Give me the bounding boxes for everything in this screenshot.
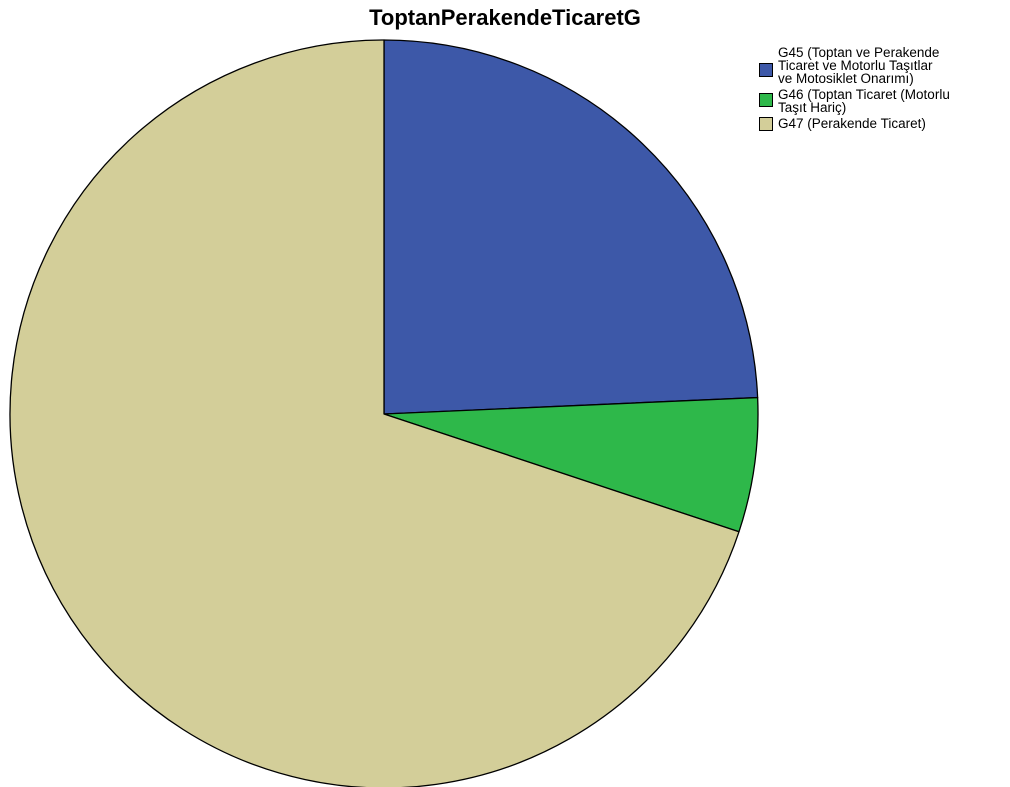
legend-label-g46: G46 (Toptan Ticaret (Motorlu Taşıt Hariç… <box>778 87 950 115</box>
legend-item-g46: G46 (Toptan Ticaret (Motorlu Taşıt Hariç… <box>759 88 1009 114</box>
pie-slice-g45 <box>383 39 759 415</box>
chart-title: ToptanPerakendeTicaretG <box>369 5 641 30</box>
pie-slice-g47 <box>9 39 740 787</box>
legend-swatch-g46 <box>759 93 773 107</box>
chart-legend: G45 (Toptan ve Perakende Ticaret ve Moto… <box>759 46 1009 133</box>
legend-label-g47: G47 (Perakende Ticaret) <box>778 116 926 131</box>
pie-slice-g46 <box>383 396 759 533</box>
legend-swatch-g47 <box>759 117 773 131</box>
legend-item-g45: G45 (Toptan ve Perakende Ticaret ve Moto… <box>759 46 1009 85</box>
legend-item-g47: G47 (Perakende Ticaret) <box>759 116 1009 131</box>
pie-slices <box>9 39 759 787</box>
legend-label-g45: G45 (Toptan ve Perakende Ticaret ve Moto… <box>778 45 940 86</box>
legend-swatch-g45 <box>759 63 773 77</box>
